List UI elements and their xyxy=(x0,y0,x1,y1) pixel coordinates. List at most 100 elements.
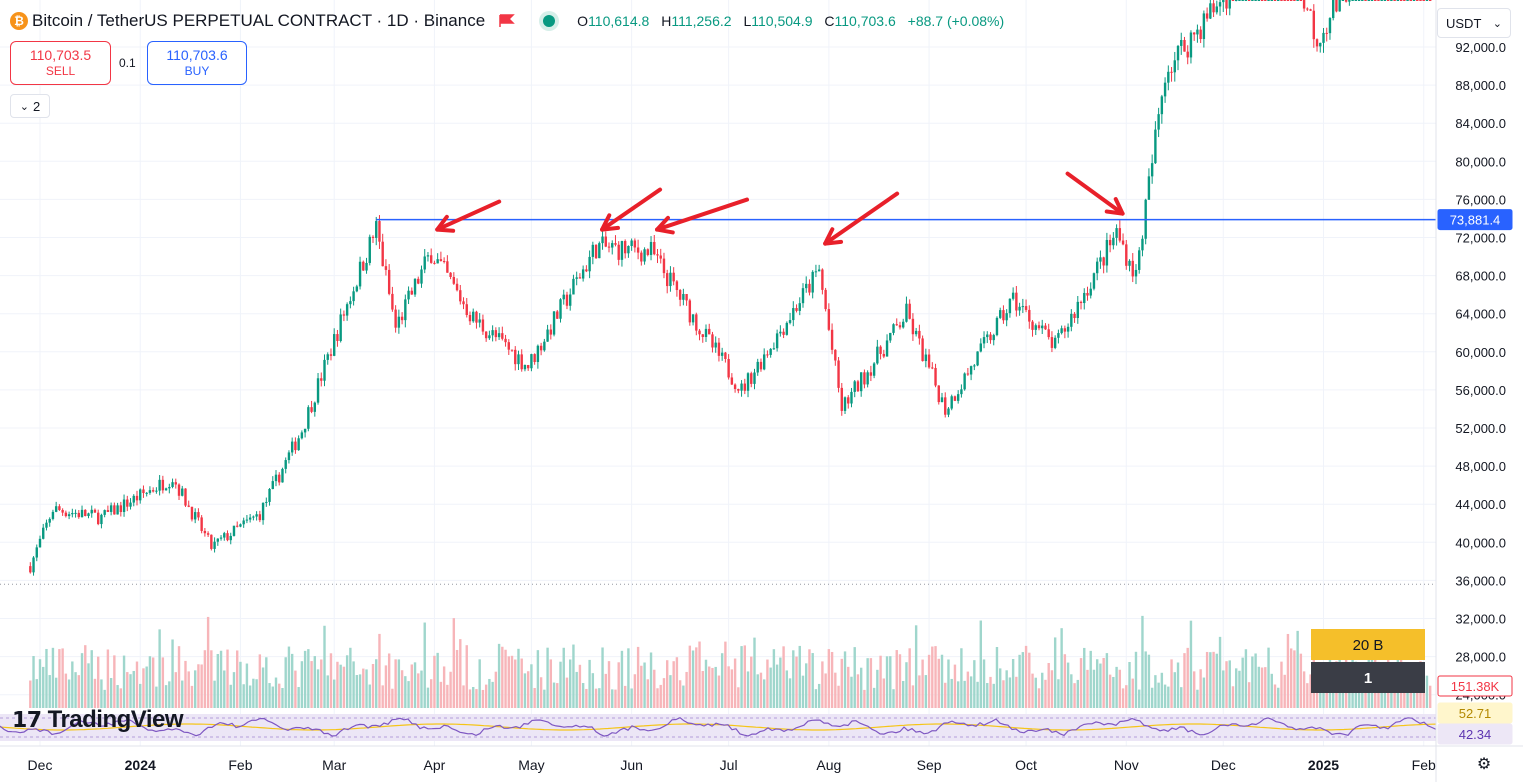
volume-bar xyxy=(772,649,776,708)
candle-body xyxy=(743,383,746,391)
volume-bar xyxy=(155,686,158,708)
volume-bar xyxy=(268,683,271,708)
volume-bar xyxy=(973,660,976,708)
currency-selector[interactable]: USDT ⌄ xyxy=(1437,8,1511,38)
volume-bar xyxy=(187,671,190,708)
tradingview-logo[interactable]: 𝟭𝟳 TradingView xyxy=(12,706,184,734)
candle-body xyxy=(552,311,556,335)
candle-body xyxy=(1167,71,1170,83)
candle-body xyxy=(281,468,284,483)
candle-body xyxy=(1121,240,1125,245)
candle-body xyxy=(1393,0,1396,1)
candle-body xyxy=(708,328,711,335)
volume-bar xyxy=(35,679,38,708)
candle-body xyxy=(1205,13,1209,19)
candle-body xyxy=(1344,0,1348,2)
candle-body xyxy=(969,366,973,375)
volume-bar xyxy=(963,680,966,708)
candle-body xyxy=(333,334,336,356)
candle-body xyxy=(58,506,61,510)
candle-body xyxy=(1170,71,1173,73)
volume-bar xyxy=(1273,684,1277,708)
candle-body xyxy=(1412,0,1416,1)
candle-body xyxy=(740,383,743,391)
sell-button[interactable]: 110,703.5 SELL xyxy=(10,41,111,85)
price-tick-label: 48,000.0 xyxy=(1455,459,1506,474)
volume-value-tag: 151.38K xyxy=(1451,679,1500,694)
candle-body xyxy=(963,373,966,390)
volume-bar xyxy=(48,675,51,708)
time-axis[interactable]: Dec 2024 Feb Mar Apr May Jun Jul Aug Sep Oct Nov Dec… xyxy=(28,757,1436,773)
currency-label: USDT xyxy=(1446,15,1482,31)
price-tick-label: 92,000.0 xyxy=(1455,40,1506,55)
volume-bar xyxy=(129,674,132,708)
volume-bar xyxy=(653,669,656,708)
candle-body xyxy=(365,262,368,271)
candle-body xyxy=(882,353,886,357)
candle-body xyxy=(1209,3,1212,19)
volume-bar xyxy=(798,645,801,708)
high-label: H xyxy=(661,13,672,29)
rsi-pane xyxy=(0,714,1437,741)
candle-body xyxy=(688,300,692,323)
volume-bar xyxy=(1073,683,1076,708)
volume-bar xyxy=(1302,671,1306,708)
candle-body xyxy=(1332,0,1335,19)
price-axis[interactable]: 92,000.0 88,000.0 84,000.0 80,000.0 76,000.0… xyxy=(1455,40,1506,703)
candle-body xyxy=(1176,45,1180,61)
price-tick-label: 56,000.0 xyxy=(1455,383,1506,398)
volume-bar xyxy=(1254,653,1257,708)
volume-bar xyxy=(730,669,734,708)
volume-bar xyxy=(688,645,692,708)
candle-body xyxy=(753,372,756,384)
candle-body xyxy=(1231,0,1235,1)
candle-body xyxy=(213,541,216,549)
candle-body xyxy=(869,372,873,376)
volume-bar xyxy=(552,682,556,708)
symbol-header[interactable]: ₿ Bitcoin / TetherUS PERPETUAL CONTRACT … xyxy=(10,11,1004,31)
volume-bar xyxy=(190,685,194,708)
volume-bar xyxy=(1034,677,1037,708)
candle-body xyxy=(565,294,569,306)
candle-body xyxy=(410,290,413,295)
volume-bar xyxy=(885,656,889,708)
volume-bar xyxy=(223,670,226,708)
market-status-icon[interactable] xyxy=(543,15,556,27)
candle-body xyxy=(1047,329,1050,338)
flag-icon[interactable] xyxy=(499,14,515,28)
volume-bar xyxy=(1270,673,1273,708)
volume-bar xyxy=(750,656,753,708)
volume-bar xyxy=(556,683,559,708)
candle-body xyxy=(1357,0,1361,1)
volume-bar xyxy=(336,661,339,708)
volume-bar xyxy=(139,683,142,708)
buy-button[interactable]: 110,703.6 BUY xyxy=(147,41,247,85)
candle-body xyxy=(100,514,103,525)
candle-body xyxy=(1199,29,1202,40)
candle-body xyxy=(1157,114,1160,130)
symbol-title[interactable]: Bitcoin / TetherUS PERPETUAL CONTRACT · … xyxy=(32,11,486,30)
volume-bar xyxy=(368,684,371,708)
volume-bar xyxy=(1053,637,1057,708)
candle-body xyxy=(937,385,940,403)
candle-body xyxy=(407,290,410,300)
volume-bar xyxy=(569,659,572,708)
volume-bar xyxy=(623,685,627,708)
change-value: +88.7 (+0.08%) xyxy=(907,13,1005,29)
volume-bar xyxy=(400,670,404,708)
gear-icon[interactable]: ⚙ xyxy=(1476,756,1492,773)
candle-body xyxy=(995,317,999,336)
volume-bar xyxy=(29,680,32,708)
volume-bar xyxy=(397,659,401,708)
volume-bar xyxy=(520,658,523,708)
candle-body xyxy=(1099,257,1102,262)
candle-body xyxy=(1289,0,1293,1)
candle-body xyxy=(675,281,679,291)
candle-body xyxy=(611,243,614,248)
candle-body xyxy=(236,525,239,527)
candle-body xyxy=(830,329,834,350)
candle-body xyxy=(581,269,585,279)
volume-bar xyxy=(423,622,426,708)
indicators-toggle-button[interactable]: ⌄ 2 xyxy=(10,94,50,118)
